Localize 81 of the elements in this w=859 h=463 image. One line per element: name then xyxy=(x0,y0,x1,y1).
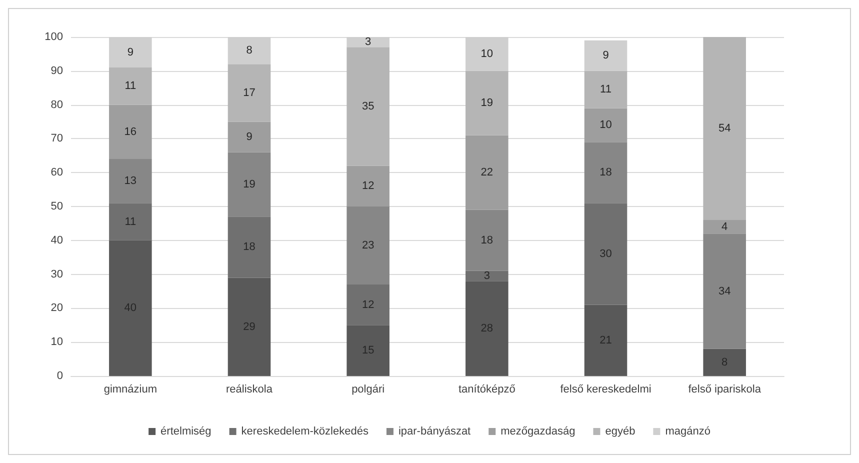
legend-label: egyéb xyxy=(605,426,636,438)
bar xyxy=(346,325,390,376)
bar xyxy=(109,203,152,240)
bar xyxy=(346,206,390,284)
y-tick-label: 90 xyxy=(50,64,63,77)
bar xyxy=(228,64,271,122)
bar xyxy=(346,47,390,166)
data-label: 19 xyxy=(480,97,494,110)
y-tick-label: 0 xyxy=(56,370,63,382)
data-label: 11 xyxy=(600,84,612,96)
bar xyxy=(466,70,508,136)
data-label: 18 xyxy=(243,241,256,254)
data-label: 18 xyxy=(480,234,494,246)
data-label: 13 xyxy=(124,175,137,188)
bar xyxy=(466,281,508,376)
bar xyxy=(703,348,746,376)
data-label: 10 xyxy=(480,48,494,60)
bar xyxy=(584,203,628,305)
legend-label: mezőgazdaság xyxy=(500,426,576,438)
y-tick-label: 40 xyxy=(50,234,63,246)
legend-label: ipar-bányászat xyxy=(398,426,471,438)
data-label: 34 xyxy=(718,285,731,298)
x-tick-label: felső ipariskola xyxy=(688,384,762,396)
legend-label: értelmiség xyxy=(160,426,212,438)
data-label: 3 xyxy=(484,270,490,282)
y-tick-label: 70 xyxy=(50,132,63,145)
bar xyxy=(584,40,628,71)
data-label: 9 xyxy=(246,131,252,144)
data-label: 30 xyxy=(600,248,612,260)
bar xyxy=(228,278,271,376)
bar xyxy=(346,284,390,326)
legend-label: kereskedelem-közlekedés xyxy=(241,426,369,438)
data-label: 12 xyxy=(362,298,374,311)
bar xyxy=(466,270,508,282)
data-label: 4 xyxy=(722,220,728,233)
x-tick-label: polgári xyxy=(352,384,385,396)
bar xyxy=(584,142,628,204)
data-label: 9 xyxy=(602,50,609,62)
data-label: 35 xyxy=(362,100,374,112)
data-label: 9 xyxy=(127,46,134,58)
data-label: 10 xyxy=(600,119,612,132)
y-tick-label: 100 xyxy=(44,31,63,43)
x-tick-label: tanítóképző xyxy=(458,384,516,396)
bar xyxy=(109,104,152,160)
data-label: 17 xyxy=(243,86,256,99)
bar xyxy=(466,210,508,271)
bar xyxy=(109,68,152,105)
bar xyxy=(228,216,271,278)
x-tick-label: felső kereskedelmi xyxy=(560,384,652,396)
y-tick-label: 10 xyxy=(50,336,63,348)
y-tick-label: 50 xyxy=(50,200,63,212)
y-tick-label: 60 xyxy=(50,166,63,179)
bar xyxy=(346,166,390,206)
bar xyxy=(228,122,271,152)
bar xyxy=(584,70,628,108)
data-label: 11 xyxy=(124,216,136,228)
data-label: 18 xyxy=(600,166,612,179)
legend-label: magánzó xyxy=(665,426,710,438)
bar xyxy=(703,234,746,349)
data-label: 19 xyxy=(243,178,256,190)
bar xyxy=(584,304,628,376)
bar xyxy=(109,240,152,376)
data-label: 12 xyxy=(362,180,374,192)
bar xyxy=(703,37,746,220)
y-tick-label: 20 xyxy=(50,302,63,314)
bar xyxy=(703,220,746,234)
y-tick-label: 30 xyxy=(50,268,63,280)
x-tick-label: reáliskola xyxy=(226,384,274,396)
bar xyxy=(109,159,152,204)
x-tick-label: gimnázium xyxy=(104,384,158,396)
data-label: 54 xyxy=(718,122,731,135)
data-label: 23 xyxy=(362,239,374,252)
data-label: 22 xyxy=(480,166,494,179)
data-label: 8 xyxy=(246,44,252,57)
bar xyxy=(584,108,628,142)
bar xyxy=(228,152,271,217)
data-label: 3 xyxy=(365,36,372,48)
bar xyxy=(466,135,508,210)
data-label: 11 xyxy=(124,80,136,92)
data-label: 16 xyxy=(124,126,137,138)
y-tick-label: 80 xyxy=(50,98,63,111)
